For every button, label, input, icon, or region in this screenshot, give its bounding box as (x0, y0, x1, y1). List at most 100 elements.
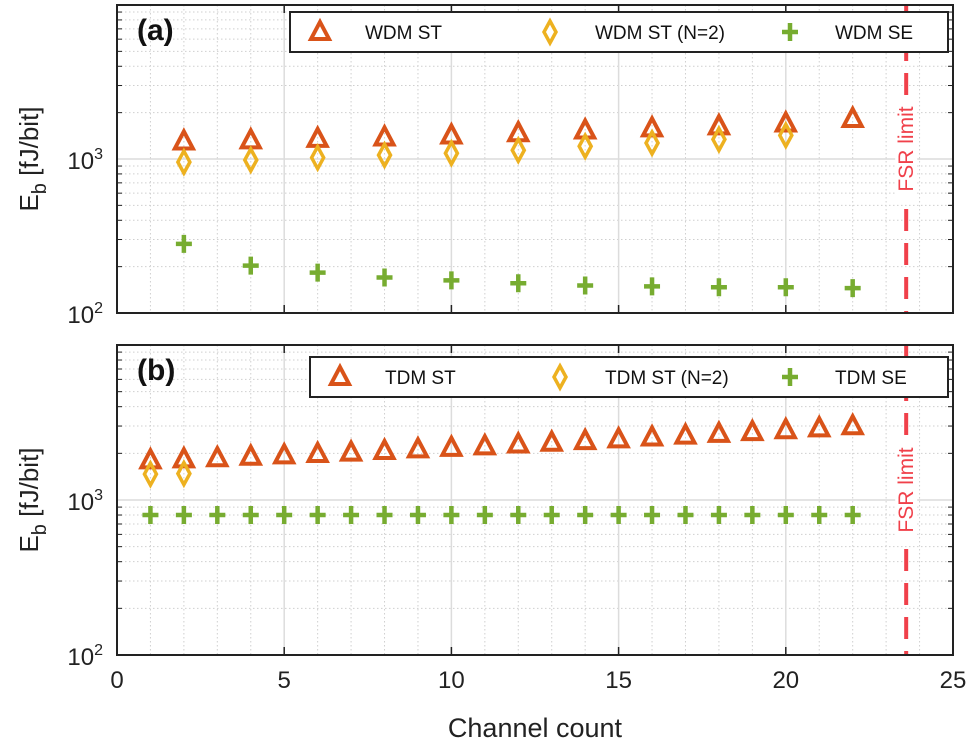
y-tick-label: 102 (67, 642, 103, 671)
data-point-triangle (338, 438, 364, 462)
legend-marker-plus (782, 23, 798, 41)
legend-marker-triangle (327, 362, 353, 386)
legend-marker-diamond (552, 362, 568, 392)
legend-label: TDM ST (N=2) (605, 368, 729, 389)
data-point-plus (175, 234, 192, 253)
x-tick-label: 15 (605, 667, 632, 694)
y-tick-label: 103 (67, 146, 103, 175)
data-point-diamond (510, 135, 527, 165)
data-point-plus (309, 263, 326, 282)
fsr-limit-label: FSR limit (895, 106, 918, 191)
x-tick-label: 5 (278, 667, 291, 694)
data-point-triangle (271, 441, 297, 465)
data-point-plus (510, 274, 527, 293)
data-point-plus (242, 506, 259, 525)
x-tick-label: 10 (438, 667, 465, 694)
data-point-diamond (309, 143, 326, 173)
y-tick-label: 103 (67, 487, 103, 516)
x-tick-label: 0 (110, 667, 123, 694)
data-point-triangle (171, 445, 197, 469)
data-point-plus (443, 506, 460, 525)
data-point-plus (309, 506, 326, 525)
data-point-plus (644, 506, 661, 525)
data-point-triangle (673, 421, 698, 445)
data-point-diamond (175, 458, 192, 489)
data-point-plus (409, 506, 426, 525)
data-point-plus (376, 268, 393, 287)
x-tick-label: 25 (940, 667, 967, 694)
legend-marker-diamond (542, 17, 558, 47)
data-point-triangle (706, 419, 732, 443)
data-point-triangle (840, 104, 866, 128)
data-point-triangle (740, 417, 765, 442)
data-point-plus (175, 506, 192, 525)
data-point-plus (710, 506, 727, 525)
data-point-plus (677, 506, 694, 525)
data-point-diamond (777, 120, 794, 150)
fsr-label-bg (895, 97, 918, 201)
data-point-triangle (706, 112, 732, 136)
data-point-triangle (639, 423, 665, 447)
legend-label: WDM ST (N=2) (595, 23, 725, 44)
data-point-diamond (175, 147, 192, 177)
axes-box (116, 344, 954, 656)
data-point-plus (610, 506, 627, 525)
data-point-triangle (238, 442, 264, 466)
axes-box (116, 4, 954, 314)
data-point-triangle (572, 426, 598, 451)
data-point-diamond (142, 459, 159, 489)
x-tick-label: 20 (772, 667, 799, 694)
data-point-triangle (439, 433, 464, 457)
data-point-plus (209, 506, 226, 525)
y-tick-label: 102 (67, 300, 103, 329)
legend: TDM ST TDM ST (N=2) TDM SE (309, 356, 949, 398)
data-point-plus (577, 276, 594, 295)
legend-marker-triangle (307, 17, 333, 41)
x-axis-label: Channel count (448, 713, 623, 743)
data-point-plus (777, 506, 794, 525)
data-point-plus (844, 506, 861, 525)
legend-marker-plus (782, 368, 798, 386)
data-point-plus (777, 278, 794, 297)
data-point-triangle (539, 428, 565, 452)
data-point-plus (577, 506, 594, 525)
data-point-diamond (443, 138, 460, 168)
legend: WDM ST WDM ST (N=2) WDM SE (289, 11, 949, 53)
legend-box (309, 356, 949, 398)
data-point-triangle (405, 435, 431, 459)
data-point-triangle (773, 415, 799, 440)
data-point-triangle (806, 414, 832, 438)
panel-label: (a) (137, 14, 174, 47)
data-point-triangle (472, 432, 498, 456)
data-point-diamond (376, 140, 393, 170)
data-point-plus (543, 506, 560, 525)
data-point-plus (343, 506, 360, 525)
data-point-triangle (773, 109, 799, 133)
data-point-triangle (372, 436, 397, 461)
data-point-plus (276, 506, 293, 525)
data-point-diamond (577, 131, 594, 161)
legend-label: WDM ST (365, 23, 442, 44)
data-point-plus (376, 506, 393, 525)
legend-label: TDM ST (385, 368, 456, 389)
data-point-diamond (644, 128, 661, 158)
data-point-plus (844, 279, 861, 298)
data-point-triangle (204, 443, 230, 468)
fsr-label-bg (895, 438, 918, 542)
data-point-triangle (305, 439, 330, 464)
data-point-plus (242, 256, 259, 275)
data-point-diamond (242, 145, 259, 175)
data-point-triangle (840, 411, 866, 436)
legend-label: WDM SE (835, 23, 913, 44)
legend-label: TDM SE (835, 368, 907, 389)
fsr-limit-label: FSR limit (895, 447, 918, 532)
y-axis-label: Eb [fJ/bit] (14, 106, 51, 211)
data-point-triangle (138, 446, 163, 470)
legend-box (289, 11, 949, 53)
data-point-triangle (238, 126, 264, 150)
data-point-plus (644, 277, 661, 296)
panel-label: (b) (137, 354, 175, 387)
